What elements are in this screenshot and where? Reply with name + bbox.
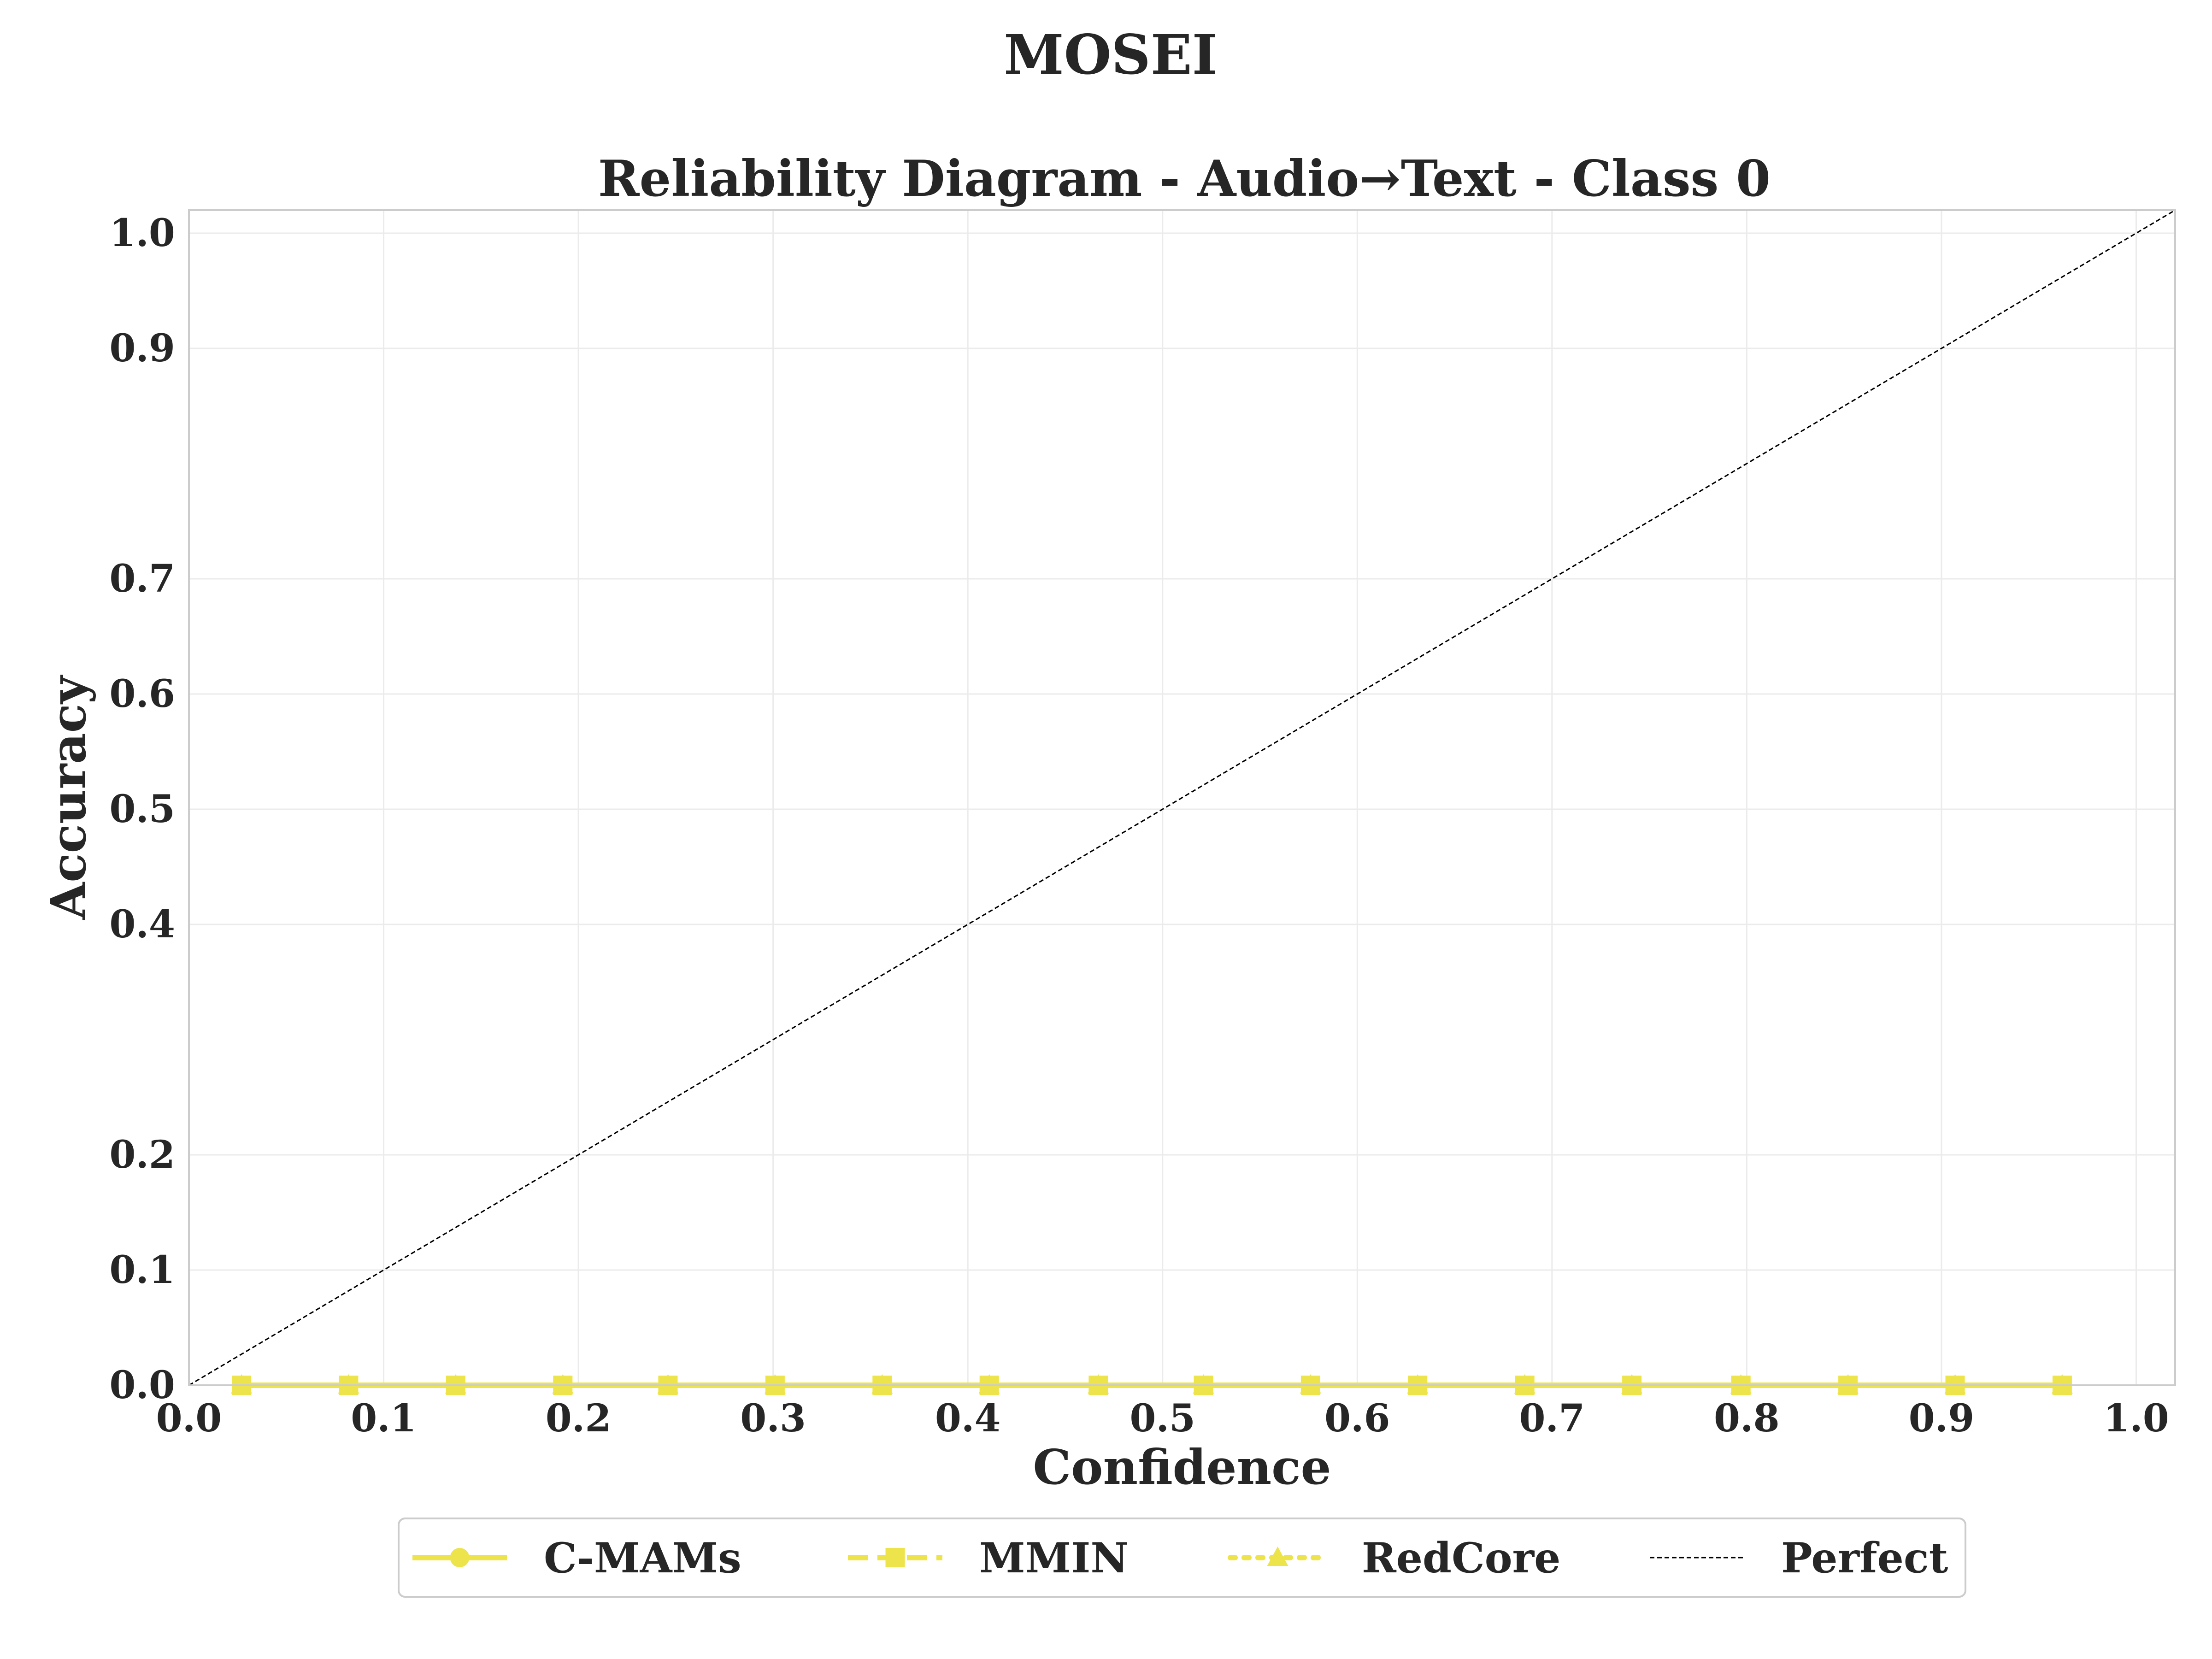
data-point <box>871 1374 893 1394</box>
x-tick-label: 1.0 <box>2103 1396 2169 1441</box>
legend-item: RedCore <box>1228 1534 1560 1583</box>
data-point <box>1514 1374 1535 1394</box>
legend-marker <box>1267 1547 1288 1566</box>
x-tick-label: 0.9 <box>1909 1396 1975 1441</box>
data-point <box>231 1374 253 1394</box>
legend-marker <box>450 1548 470 1567</box>
y-tick-label: 0.6 <box>109 672 175 716</box>
legend-label: C-MAMs <box>544 1534 741 1583</box>
data-point <box>1944 1374 1966 1394</box>
y-tick-label: 1.0 <box>109 211 175 255</box>
data-point <box>1837 1374 1859 1394</box>
data-point <box>1407 1374 1429 1394</box>
legend-label: RedCore <box>1362 1534 1560 1583</box>
data-point <box>338 1374 359 1394</box>
y-tick-label: 0.1 <box>109 1248 175 1292</box>
x-tick-label: 0.6 <box>1324 1396 1390 1441</box>
data-point <box>1300 1374 1321 1394</box>
plot-frame <box>188 209 2176 1386</box>
series-line <box>188 209 2176 1386</box>
x-tick-label: 0.1 <box>351 1396 417 1441</box>
legend-frame <box>398 1518 1966 1598</box>
x-tick-labels: 0.0 0.1 0.2 0.3 0.4 0.5 0.6 0.7 0.8 0.9 1.0 <box>156 1396 2169 1441</box>
x-tick-label: 0.3 <box>740 1396 806 1441</box>
data-point <box>445 1374 466 1394</box>
data-point <box>2051 1374 2073 1394</box>
legend: C-MAMs MMIN RedCore Perfect <box>398 1518 1966 1598</box>
x-tick-label: 0.2 <box>546 1396 612 1441</box>
data-point <box>657 1374 679 1394</box>
legend-item: C-MAMs <box>412 1534 741 1583</box>
legend-items: C-MAMs MMIN RedCore Perfect <box>412 1534 1948 1583</box>
data-point <box>764 1374 786 1394</box>
data-point <box>1730 1374 1752 1394</box>
y-tick-label: 0.5 <box>109 787 175 831</box>
x-tick-label: 0.0 <box>156 1396 222 1441</box>
y-axis-label: Accuracy <box>40 675 97 920</box>
series-perfect <box>188 209 2176 1386</box>
data-point <box>1621 1374 1643 1394</box>
x-axis-label: Confidence <box>1033 1439 1331 1495</box>
x-tick-label: 0.5 <box>1130 1396 1195 1441</box>
x-tick-label: 0.7 <box>1519 1396 1585 1441</box>
x-tick-label: 0.4 <box>935 1396 1001 1441</box>
data-point <box>552 1374 574 1394</box>
y-tick-label: 0.4 <box>109 902 175 947</box>
y-tick-labels: 0.0 0.1 0.2 0.4 0.5 0.6 0.7 0.9 1.0 <box>109 211 175 1407</box>
y-tick-label: 0.0 <box>109 1363 175 1407</box>
data-point <box>1193 1374 1214 1394</box>
legend-label: Perfect <box>1781 1534 1948 1583</box>
legend-item: Perfect <box>1650 1534 1948 1583</box>
y-tick-label: 0.2 <box>109 1133 175 1177</box>
legend-marker <box>885 1548 905 1567</box>
y-tick-label: 0.7 <box>109 557 175 601</box>
legend-item: MMIN <box>848 1534 1129 1583</box>
legend-label: MMIN <box>979 1534 1129 1583</box>
chart-title: Reliability Diagram - Audio→Text - Class… <box>598 150 1771 208</box>
figure-suptitle: MOSEI <box>1004 23 1218 87</box>
y-tick-label: 0.9 <box>109 326 175 371</box>
x-tick-label: 0.8 <box>1714 1396 1780 1441</box>
data-point <box>978 1374 1000 1394</box>
data-point <box>1088 1374 1109 1394</box>
